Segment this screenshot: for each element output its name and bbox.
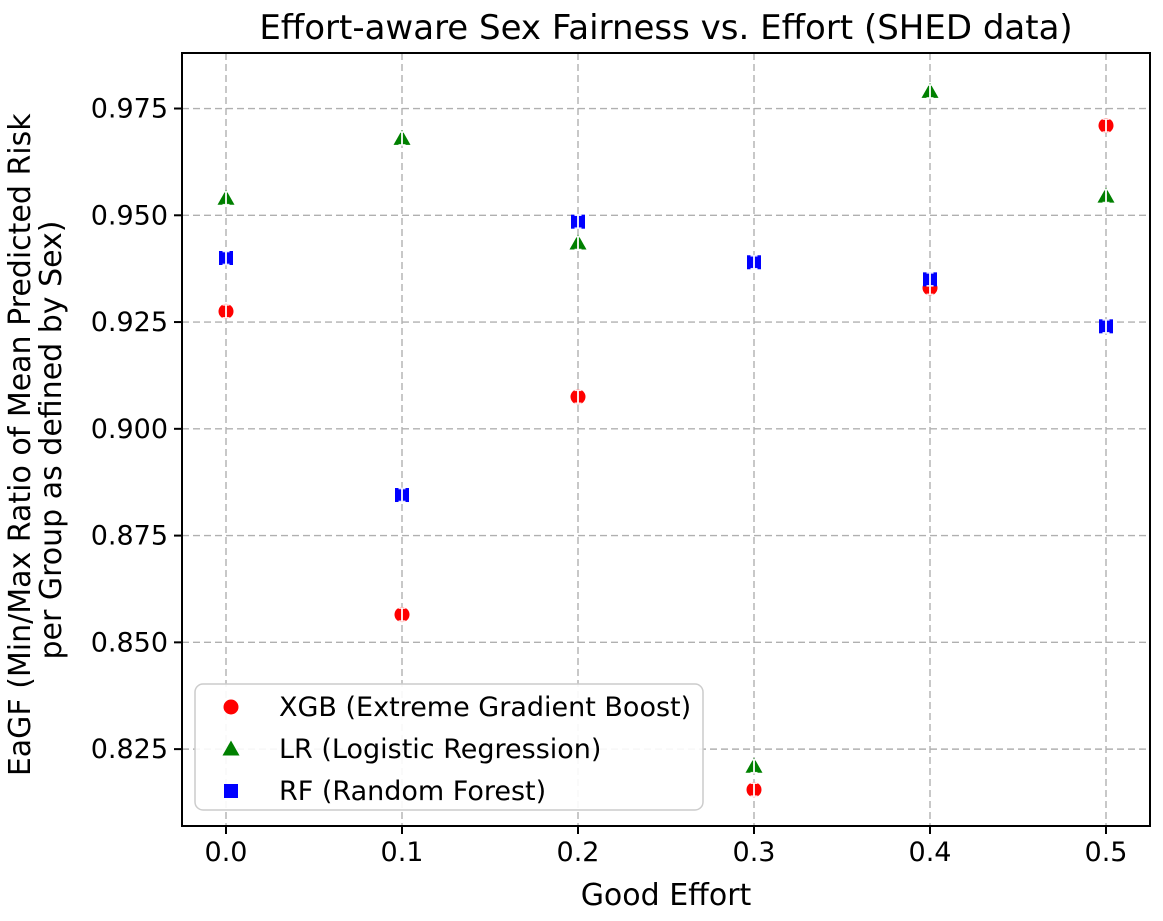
x-tick-label: 0.0 (205, 837, 248, 868)
legend-entry: RF (Random Forest) (224, 776, 546, 807)
data-point-xgb (394, 607, 410, 623)
x-tick-label: 0.5 (1085, 837, 1128, 868)
legend-marker-circle (223, 699, 239, 715)
data-point-lr (1097, 187, 1115, 204)
data-point-xgb (746, 782, 762, 798)
y-axis-label-line1: EaGF (Min/Max Ratio of Mean Predicted Ri… (3, 113, 38, 776)
y-tick-label: 0.975 (91, 94, 168, 125)
data-point-rf (395, 487, 409, 503)
legend-marker-square (224, 784, 238, 798)
grid-layer (182, 53, 1150, 826)
legend-marker-triangle (222, 740, 240, 756)
x-tick-label: 0.1 (381, 837, 424, 868)
y-axis-label: EaGF (Min/Max Ratio of Mean Predicted Ri… (3, 104, 69, 776)
y-tick-label: 0.875 (91, 521, 168, 552)
legend-entry: LR (Logistic Regression) (222, 734, 601, 765)
legend-box (194, 683, 704, 811)
y-axis-label-line2: per Group as defined by Sex) (34, 221, 69, 660)
data-points-layer (217, 82, 1115, 798)
axes-layer (174, 52, 1151, 834)
data-point-lr (569, 234, 587, 251)
data-point-rf (571, 214, 585, 229)
chart-title: Effort-aware Sex Fairness vs. Effort (SH… (259, 8, 1072, 48)
plot-border (181, 52, 1151, 827)
y-tick-label: 0.825 (91, 734, 168, 765)
legend-entry: XGB (Extreme Gradient Boost) (223, 692, 691, 723)
y-tick-label: 0.950 (91, 200, 168, 231)
legend: XGB (Extreme Gradient Boost) LR (Logistic… (194, 683, 704, 811)
legend-label: LR (Logistic Regression) (279, 734, 601, 765)
data-point-rf (923, 272, 937, 287)
y-tick-label: 0.900 (91, 414, 168, 445)
data-point-lr (921, 82, 939, 99)
tick-label-layer: 0.0 0.1 0.2 0.3 0.4 0.5 0.825 0.850 0.875 0.900 0.… (91, 94, 1128, 868)
data-point-lr (217, 189, 235, 206)
data-point-rf (747, 254, 761, 270)
legend-label: RF (Random Forest) (279, 776, 546, 807)
x-tick-label: 0.3 (733, 837, 776, 868)
data-point-lr (745, 757, 763, 774)
data-point-xgb (218, 303, 234, 319)
x-tick-label: 0.2 (557, 837, 600, 868)
x-axis-label: Good Effort (581, 878, 752, 913)
legend-label: XGB (Extreme Gradient Boost) (279, 692, 691, 723)
data-point-xgb (1098, 118, 1114, 134)
data-point-rf (219, 250, 233, 266)
y-tick-label: 0.850 (91, 627, 168, 658)
data-point-xgb (570, 389, 586, 405)
data-point-rf (1099, 319, 1113, 334)
data-point-lr (393, 129, 411, 146)
x-tick-label: 0.4 (909, 837, 952, 868)
y-tick-label: 0.925 (91, 307, 168, 338)
